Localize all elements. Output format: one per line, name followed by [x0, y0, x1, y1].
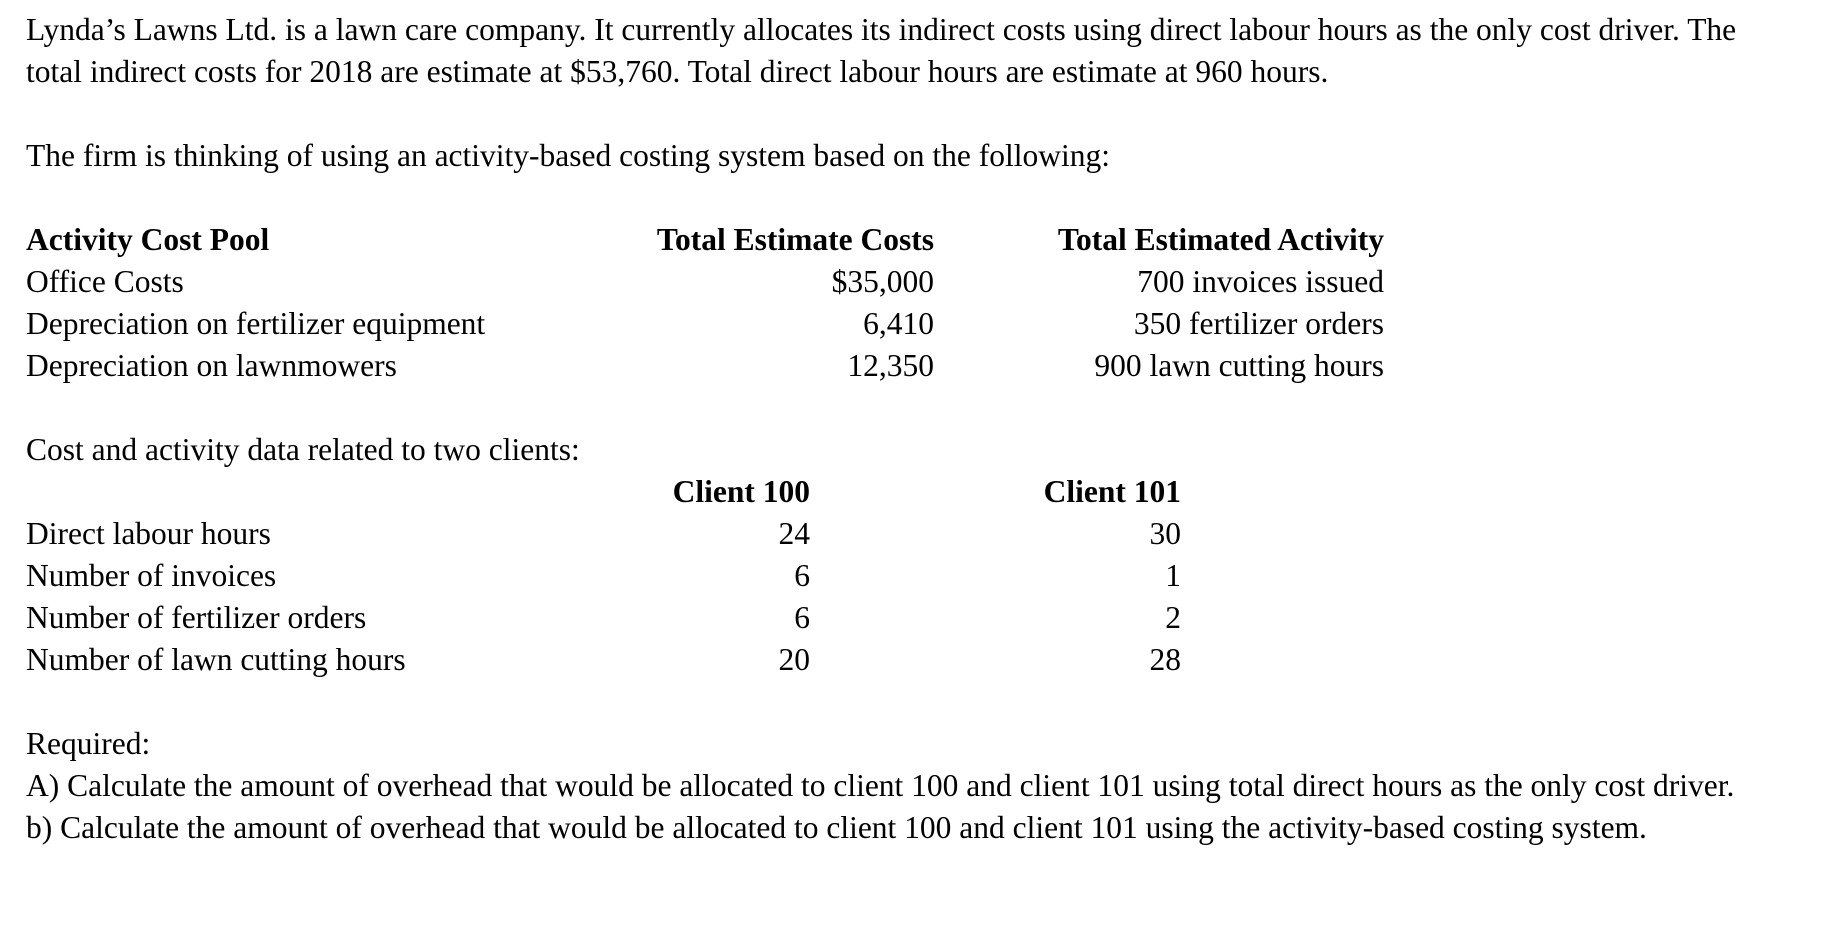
row-number-of-invoices: Number of invoices 6 1	[26, 555, 1181, 597]
header-total-estimate-costs: Total Estimate Costs	[656, 222, 934, 257]
header-total-estimated-activity: Total Estimated Activity	[1057, 222, 1384, 257]
intro-paragraph: Lynda’s Lawns Ltd. is a lawn care compan…	[26, 12, 1737, 89]
required-item-b: b) Calculate the amount of overhead that…	[26, 810, 1647, 845]
activity-name: Office Costs	[26, 264, 184, 299]
activity-level: 700 invoices issued	[1137, 264, 1384, 299]
clients-intro-paragraph: Cost and activity data related to two cl…	[26, 432, 580, 467]
metric-label: Number of invoices	[26, 558, 277, 593]
activity-name: Depreciation on lawnmowers	[26, 348, 397, 383]
row-direct-labour-hours: Direct labour hours 24 30	[26, 513, 1181, 555]
activity-cost: 12,350	[847, 348, 934, 383]
required-label: Required:	[26, 726, 151, 761]
required-item-a: A) Calculate the amount of overhead that…	[26, 768, 1735, 803]
client-100-value: 20	[778, 642, 811, 677]
metric-label: Number of lawn cutting hours	[26, 642, 406, 677]
header-client-100: Client 100	[672, 474, 810, 509]
client-101-value: 28	[1149, 642, 1182, 677]
row-depreciation-fertilizer-equipment: Depreciation on fertilizer equipment 6,4…	[26, 303, 1384, 345]
client-100-value: 6	[794, 558, 810, 593]
client-table-header-row: Client 100 Client 101	[26, 471, 1181, 513]
activity-level: 350 fertilizer orders	[1133, 306, 1384, 341]
client-100-value: 6	[794, 600, 810, 635]
header-activity-cost-pool: Activity Cost Pool	[26, 222, 270, 257]
activity-name: Depreciation on fertilizer equipment	[26, 306, 486, 341]
client-data-table: Client 100 Client 101 Direct labour hour…	[26, 471, 1181, 681]
metric-label: Number of fertilizer orders	[26, 600, 367, 635]
metric-label: Direct labour hours	[26, 516, 271, 551]
row-depreciation-lawnmowers: Depreciation on lawnmowers 12,350 900 la…	[26, 345, 1384, 387]
activity-table-header-row: Activity Cost Pool Total Estimate Costs …	[26, 219, 1384, 261]
row-office-costs: Office Costs $35,000 700 invoices issued	[26, 261, 1384, 303]
abc-intro-paragraph: The firm is thinking of using an activit…	[26, 138, 1110, 173]
activity-cost: 6,410	[863, 306, 934, 341]
header-client-101: Client 101	[1043, 474, 1181, 509]
activity-cost: $35,000	[831, 264, 934, 299]
row-number-of-fertilizer-orders: Number of fertilizer orders 6 2	[26, 597, 1181, 639]
client-101-value: 2	[1165, 600, 1181, 635]
header-empty	[26, 471, 546, 513]
activity-cost-pool-table: Activity Cost Pool Total Estimate Costs …	[26, 219, 1384, 387]
client-101-value: 1	[1165, 558, 1181, 593]
client-100-value: 24	[778, 516, 811, 551]
row-number-of-lawn-cutting-hours: Number of lawn cutting hours 20 28	[26, 639, 1181, 681]
client-101-value: 30	[1149, 516, 1182, 551]
activity-level: 900 lawn cutting hours	[1094, 348, 1384, 383]
